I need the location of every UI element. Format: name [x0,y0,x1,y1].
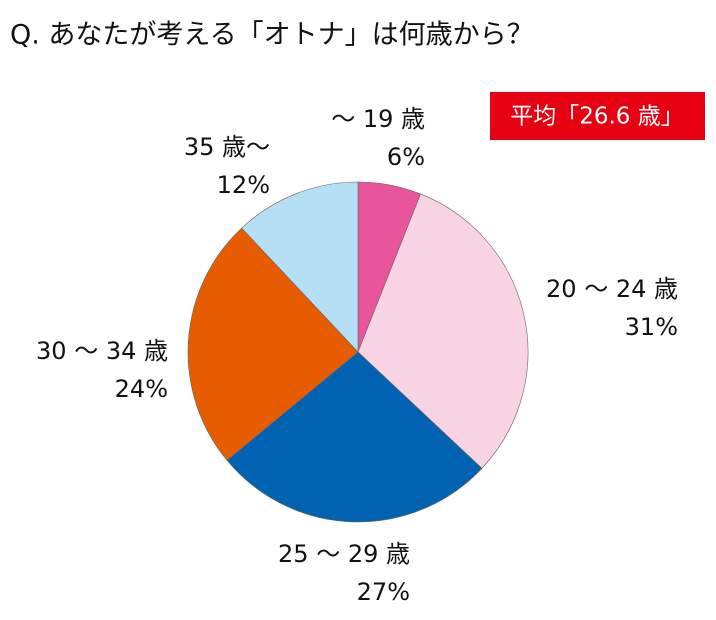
slice-value-label: 12% [217,171,270,199]
pie-slice [241,181,359,353]
pie-slice [187,227,359,461]
slice-value-label: 24% [115,375,168,403]
slice-value-label: 31% [625,313,678,341]
slice-value-label: 27% [357,578,410,606]
slice-category-label: 30 ～ 34 歳 [36,337,168,365]
chart-title: Q. あなたが考える「オトナ」は何歳から？ [10,20,534,51]
slice-category-label: ～ 19 歳 [331,105,425,133]
slice-category-label: 20 ～ 24 歳 [546,275,678,303]
pie-slice [357,193,529,469]
slice-category-label: 25 ～ 29 歳 [278,540,410,568]
pie-slice [226,351,483,523]
slice-value-label: 6% [387,143,425,171]
slice-category-label: 35 歳～ [184,133,270,161]
annotation: 平均「26.6 歳」 [510,104,684,130]
annotation-box [490,92,705,140]
